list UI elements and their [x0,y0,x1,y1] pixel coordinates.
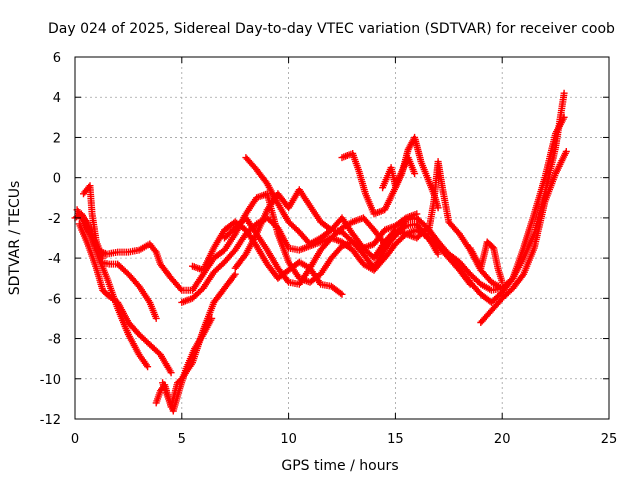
y-tick-label: 0 [53,172,61,187]
y-tick-label: 4 [53,91,61,106]
data-points [71,89,570,415]
y-tick-label: 2 [53,131,61,146]
series-markers [477,148,570,326]
series-trace-3 [75,220,175,377]
x-tick-labels: 0 5 10 15 20 25 [71,432,617,447]
x-tick-label: 0 [71,432,79,447]
series-markers [159,314,216,415]
series-markers [379,154,419,192]
series-trace-10 [221,214,442,288]
x-tick-label: 25 [601,432,618,447]
series-markers [80,182,107,262]
y-tick-label: -8 [48,333,61,348]
series-markers [242,154,474,288]
series-trace-12 [242,154,474,288]
y-tick-label: -4 [48,252,61,267]
plot-frame [74,56,610,420]
y-tick-label: -10 [40,373,61,388]
series-trace-14 [379,154,419,192]
x-tick-label: 5 [178,432,186,447]
series-markers [75,220,175,377]
axis-ticks [74,56,610,420]
x-axis-label: GPS time / hours [281,458,398,474]
y-tick-label: -6 [48,292,61,307]
series-markers [466,238,506,286]
x-tick-label: 15 [387,432,404,447]
series-markers [221,214,442,288]
series-trace-1 [71,89,568,294]
y-tick-labels: -12 -10 -8 -6 -4 -2 0 2 4 6 [40,51,61,428]
y-tick-label: -12 [40,413,61,428]
series-trace-7 [159,314,216,415]
series-trace-11 [231,186,421,272]
y-tick-label: 6 [53,51,61,66]
y-axis-label: SDTVAR / TECUs [7,181,23,296]
series-trace-5 [80,182,107,262]
series-trace-17 [477,148,570,326]
y-tick-label: -2 [48,212,61,227]
series-markers [71,89,568,294]
x-tick-label: 20 [494,432,511,447]
chart-title: Day 024 of 2025, Sidereal Day-to-day VTE… [48,21,615,37]
series-trace-16 [466,238,506,286]
x-tick-label: 10 [280,432,297,447]
series-markers [231,186,421,272]
